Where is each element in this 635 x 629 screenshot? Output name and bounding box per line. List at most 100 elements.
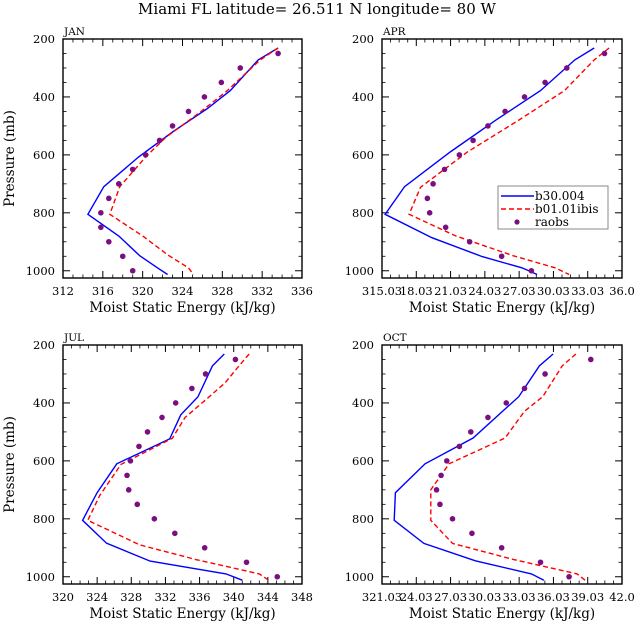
x-tick-label: 42.0	[609, 590, 635, 604]
x-tick-label: 320	[132, 284, 154, 298]
raobs-point	[151, 516, 158, 522]
raobs-point	[232, 356, 239, 363]
y-tick-label: 800	[352, 206, 374, 220]
raobs-point	[433, 487, 440, 493]
raobs-point	[159, 414, 165, 421]
y-axis-label: Pressure (mb)	[2, 416, 18, 513]
y-tick-label: 800	[33, 512, 55, 526]
raobs-point	[106, 195, 112, 202]
raobs-point	[601, 50, 608, 57]
plot-frame	[62, 344, 303, 585]
legend-marker-raobs	[514, 219, 520, 225]
raobs-point	[218, 79, 225, 86]
raobs-point	[275, 50, 281, 57]
y-tick-label: 400	[33, 90, 55, 104]
x-tick-label: 336	[291, 284, 313, 298]
x-tick-label: 315.03	[362, 284, 402, 298]
raobs-point	[564, 65, 570, 71]
series-line-b01-01ibis	[108, 47, 279, 275]
x-axis-label: Moist Static Energy (kJ/kg)	[89, 606, 275, 622]
x-tick-label: 27.03	[503, 284, 536, 298]
y-tick-label: 200	[352, 338, 374, 352]
raobs-point	[202, 371, 209, 377]
raobs-point	[470, 137, 476, 144]
plot-area	[81, 353, 281, 581]
y-tick-label: 400	[352, 396, 374, 410]
raobs-point	[201, 94, 208, 100]
x-tick-label: 24.03	[400, 590, 433, 604]
chart-title: Miami FL latitude= 26.511 N longitude= 8…	[138, 0, 496, 18]
x-tick-label: 324	[86, 590, 108, 604]
raobs-point	[466, 238, 473, 245]
raobs-point	[437, 501, 443, 508]
raobs-point	[542, 371, 548, 377]
raobs-point	[498, 253, 505, 260]
raobs-point	[172, 530, 178, 537]
x-tick-label: 332	[154, 590, 176, 604]
legend-label: b30.004	[535, 189, 585, 203]
raobs-point	[185, 108, 192, 115]
series-line-b30-004	[384, 47, 595, 276]
x-tick-label: 30.03	[537, 284, 570, 298]
raobs-point	[119, 253, 126, 260]
raobs-point	[485, 414, 491, 421]
x-tick-label: 324	[172, 284, 194, 298]
plot-frame	[381, 38, 623, 279]
y-tick-label: 1000	[26, 570, 55, 584]
raobs-point	[468, 429, 474, 435]
raobs-point	[469, 530, 475, 537]
raobs-point	[136, 443, 142, 450]
x-tick-label: 344	[257, 590, 279, 604]
x-tick-label: 312	[52, 284, 74, 298]
raobs-point	[438, 472, 444, 479]
raobs-point	[441, 166, 448, 173]
raobs-point	[98, 224, 104, 231]
raobs-point	[521, 385, 528, 392]
raobs-point	[129, 267, 136, 274]
x-tick-label: 24.03	[468, 284, 501, 298]
plot-area	[86, 47, 281, 276]
raobs-point	[144, 429, 151, 435]
raobs-point	[485, 123, 491, 129]
y-tick-label: 800	[352, 512, 374, 526]
x-tick-label: 340	[223, 590, 245, 604]
raobs-point	[449, 516, 456, 522]
raobs-point	[502, 108, 508, 115]
raobs-point	[537, 559, 544, 566]
raobs-point	[430, 181, 436, 187]
panel-jan: JAN 312 316 320 324 328 332 336 200 400 600 800 1000…	[2, 26, 313, 316]
raobs-point	[456, 443, 463, 450]
y-tick-label: 1000	[345, 570, 374, 584]
y-axis-label: Pressure (mb)	[2, 110, 18, 207]
raobs-point	[169, 123, 176, 129]
series-line-b30-004	[81, 353, 243, 581]
raobs-point	[134, 501, 141, 508]
raobs-point	[528, 267, 535, 274]
x-tick-label: 27.03	[434, 590, 467, 604]
y-tick-label: 800	[33, 206, 55, 220]
x-tick-label: 39.03	[571, 590, 604, 604]
raobs-point	[156, 137, 163, 144]
raobs-point	[503, 400, 510, 406]
raobs-point	[521, 94, 528, 100]
y-tick-label: 200	[33, 338, 55, 352]
x-axis-label: Moist Static Energy (kJ/kg)	[409, 606, 595, 622]
raobs-point	[125, 487, 132, 493]
raobs-point	[189, 385, 195, 392]
panel-jul: JUL 320 324 328 332 336 340 344 348 200 400 600 800 1…	[2, 332, 313, 622]
x-axis-label: Moist Static Energy (kJ/kg)	[409, 300, 595, 316]
series-line-b01-01ibis	[86, 353, 270, 581]
raobs-point	[98, 210, 104, 216]
plot-frame	[62, 38, 303, 279]
y-tick-label: 200	[352, 32, 374, 46]
series-line-b01-01ibis	[430, 353, 586, 581]
x-tick-label: 332	[251, 284, 273, 298]
x-tick-label: 348	[291, 590, 313, 604]
raobs-point	[237, 65, 244, 71]
legend-label: raobs	[535, 215, 569, 229]
x-tick-label: 36.0	[609, 284, 635, 298]
y-tick-label: 600	[33, 454, 55, 468]
y-tick-label: 1000	[345, 264, 374, 278]
